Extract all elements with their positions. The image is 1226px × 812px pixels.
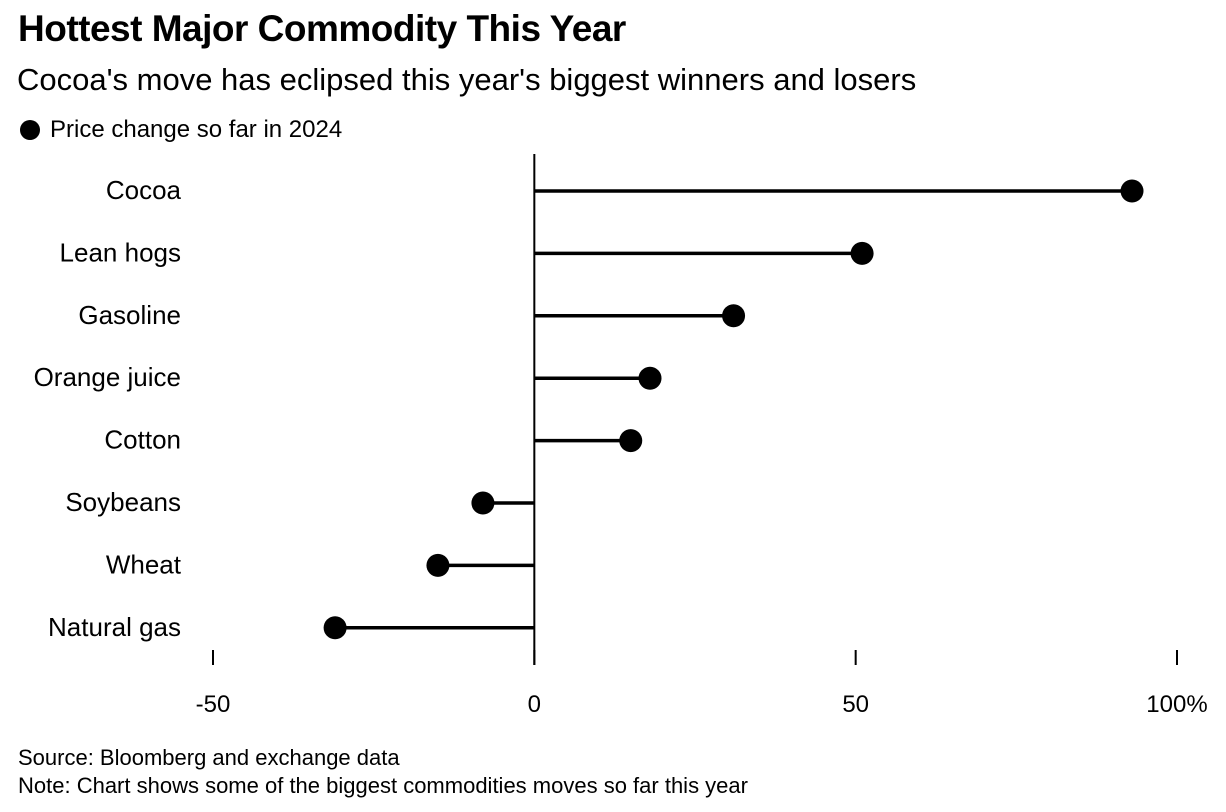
lollipop-dot xyxy=(1120,179,1144,203)
category-label: Lean hogs xyxy=(60,237,181,267)
lollipop-dots xyxy=(323,179,1144,640)
chart-note: Note: Chart shows some of the biggest co… xyxy=(18,773,748,798)
lollipop-dot xyxy=(619,429,643,453)
lollipop-dot xyxy=(850,241,874,265)
chart-subtitle: Cocoa's move has eclipsed this year's bi… xyxy=(17,62,917,97)
chart-title: Hottest Major Commodity This Year xyxy=(18,8,626,49)
category-label: Soybeans xyxy=(65,487,181,517)
lollipop-dot xyxy=(426,553,450,577)
lollipop-dot xyxy=(722,304,746,328)
source-note: Source: Bloomberg and exchange data xyxy=(18,745,400,770)
lollipop-dot xyxy=(638,366,662,390)
category-label: Natural gas xyxy=(48,612,181,642)
chart-legend: Price change so far in 2024 xyxy=(20,116,342,144)
category-label: Gasoline xyxy=(78,300,181,330)
x-tick-label: 0 xyxy=(528,691,541,718)
category-label: Orange juice xyxy=(34,362,181,392)
category-label: Cotton xyxy=(104,425,181,455)
chart-footer: Source: Bloomberg and exchange data Note… xyxy=(18,744,748,800)
lollipop-dot xyxy=(323,616,347,640)
legend-marker-icon xyxy=(20,120,40,140)
lollipop-stems xyxy=(335,189,1133,630)
category-labels: Cocoa Lean hogs Gasoline Orange juice Cotton… xyxy=(34,175,182,642)
legend-label: Price change so far in 2024 xyxy=(50,116,343,143)
lollipop-chart: -50 0 50 100% Cocoa Lean hogs Gasoline Orange … xyxy=(34,154,1208,718)
x-tick-label: 50 xyxy=(842,691,869,718)
x-tick-label: -50 xyxy=(196,691,231,718)
category-label: Wheat xyxy=(106,549,182,579)
lollipop-dot xyxy=(471,491,495,515)
x-tick-label: 100% xyxy=(1146,691,1207,718)
x-axis: -50 0 50 100% xyxy=(196,154,1208,718)
category-label: Cocoa xyxy=(106,175,182,205)
